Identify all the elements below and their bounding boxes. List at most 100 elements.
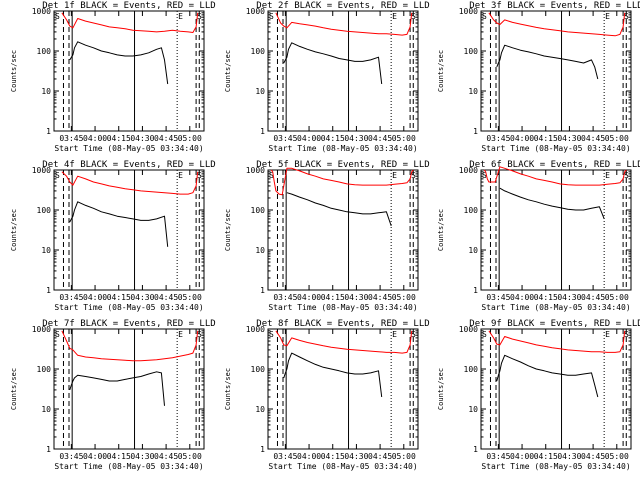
plot-frame: [267, 169, 419, 291]
x-tick-label: 04:45: [368, 134, 392, 143]
y-tick-label: 1000: [32, 325, 51, 334]
detector-panel-7: Det 7f BLACK = Events, RED = LLD 1 10 100 10…: [10, 319, 216, 471]
y-tick-label: 10: [468, 405, 478, 414]
plot-frame: [480, 10, 632, 132]
x-tick-label: 03:45: [273, 452, 297, 461]
start-marker-label: S: [55, 330, 60, 339]
y-axis-label: Counts/sec: [437, 368, 445, 410]
detector-panel-2: Det 2f BLACK = Events, RED = LLD 1 10 100 10…: [224, 1, 430, 153]
series-line-lld: [61, 171, 199, 195]
y-tick-label: 10: [468, 246, 478, 255]
panel-title: Det 4f BLACK = Events, RED = LLD: [42, 160, 215, 170]
x-tick-label: 04:00: [83, 293, 107, 302]
x-axis-label: Start Time (08-May-05 03:34:40): [481, 462, 630, 471]
panel-title: Det 5f BLACK = Events, RED = LLD: [256, 160, 429, 170]
detector-panel-1: Det 1f BLACK = Events, RED = LLD 1 10 100 10…: [10, 1, 216, 153]
x-tick-label: 04:45: [581, 293, 605, 302]
x-tick-label: 05:00: [392, 293, 416, 302]
saa-marker-label: S: [411, 330, 416, 339]
x-tick-label: 04:00: [297, 134, 321, 143]
x-tick-label: 04:45: [581, 452, 605, 461]
x-tick-label: 05:00: [605, 293, 629, 302]
saa-marker-label: S: [411, 171, 416, 180]
y-tick-label: 10: [255, 405, 265, 414]
x-tick-label: 04:30: [130, 293, 154, 302]
end-marker-label: E: [605, 171, 610, 180]
x-tick-label: 04:00: [510, 293, 534, 302]
end-marker-label: E: [392, 171, 397, 180]
end-marker-label: E: [178, 12, 183, 21]
x-tick-label: 04:00: [83, 452, 107, 461]
end-marker-label: E: [605, 330, 610, 339]
x-tick-label: 04:45: [154, 293, 178, 302]
x-axis-label: Start Time (08-May-05 03:34:40): [481, 303, 630, 312]
x-tick-label: 04:30: [557, 293, 581, 302]
series-line-lld: [488, 330, 626, 353]
y-axis-label: Counts/sec: [224, 50, 232, 92]
start-marker-label: S: [269, 12, 274, 21]
y-tick-label: 1: [46, 127, 51, 136]
detector-panel-8: Det 8f BLACK = Events, RED = LLD 1 10 100 10…: [224, 319, 430, 471]
x-tick-label: 05:00: [178, 293, 202, 302]
x-tick-label: 04:00: [297, 452, 321, 461]
y-tick-label: 1000: [459, 7, 478, 16]
series-line-lld: [275, 330, 413, 354]
x-tick-label: 04:15: [321, 134, 345, 143]
x-tick-label: 03:45: [486, 293, 510, 302]
detector-panel-3: Det 3f BLACK = Events, RED = LLD 1 10 100 10…: [437, 1, 640, 153]
y-tick-label: 10: [468, 87, 478, 96]
y-tick-label: 1: [260, 127, 265, 136]
saa-marker-label: S: [624, 171, 629, 180]
end-marker-label: E: [392, 12, 397, 21]
panel-title: Det 9f BLACK = Events, RED = LLD: [469, 319, 640, 329]
y-tick-label: 1000: [246, 7, 265, 16]
y-tick-label: 100: [37, 365, 52, 374]
y-axis-label: Counts/sec: [437, 50, 445, 92]
end-marker-label: E: [605, 12, 610, 21]
series-line-events: [499, 187, 605, 220]
y-tick-label: 1: [473, 445, 478, 454]
y-axis-label: Counts/sec: [437, 209, 445, 251]
x-tick-label: 04:30: [557, 134, 581, 143]
y-tick-label: 100: [464, 206, 479, 215]
series-line-events: [496, 354, 599, 398]
series-line-lld: [270, 167, 414, 196]
start-marker-label: S: [482, 171, 487, 180]
x-tick-label: 04:15: [107, 452, 131, 461]
x-tick-label: 04:00: [510, 452, 534, 461]
y-tick-label: 1: [46, 286, 51, 295]
saa-marker-label: S: [411, 12, 416, 21]
x-axis-label: Start Time (08-May-05 03:34:40): [481, 144, 630, 153]
y-tick-label: 1: [46, 445, 51, 454]
y-tick-label: 100: [464, 47, 479, 56]
x-axis-label: Start Time (08-May-05 03:34:40): [268, 462, 417, 471]
series-line-events: [283, 352, 383, 398]
panel-title: Det 7f BLACK = Events, RED = LLD: [42, 319, 215, 329]
y-tick-label: 1: [473, 286, 478, 295]
y-tick-label: 100: [37, 47, 52, 56]
x-tick-label: 04:15: [321, 293, 345, 302]
y-axis-label: Counts/sec: [224, 368, 232, 410]
x-axis-label: Start Time (08-May-05 03:34:40): [268, 144, 417, 153]
x-tick-label: 04:30: [130, 452, 154, 461]
x-tick-label: 04:45: [154, 452, 178, 461]
plot-frame: [480, 328, 632, 450]
series-line-events: [496, 44, 599, 80]
end-marker-label: E: [178, 330, 183, 339]
y-axis-label: Counts/sec: [10, 50, 18, 92]
series-line-events: [69, 201, 169, 247]
detector-panel-5: Det 5f BLACK = Events, RED = LLD 1 10 100 10…: [224, 160, 430, 312]
x-tick-label: 04:15: [107, 134, 131, 143]
series-line-lld: [488, 12, 626, 37]
start-marker-label: S: [269, 330, 274, 339]
x-tick-label: 04:15: [321, 452, 345, 461]
x-tick-label: 03:45: [273, 134, 297, 143]
detector-panel-6: Det 6f BLACK = Events, RED = LLD 1 10 100 10…: [437, 160, 640, 312]
x-tick-label: 03:45: [59, 134, 83, 143]
x-tick-label: 03:45: [273, 293, 297, 302]
start-marker-label: S: [55, 12, 60, 21]
x-tick-label: 03:45: [59, 452, 83, 461]
panel-title: Det 3f BLACK = Events, RED = LLD: [469, 1, 640, 11]
x-tick-label: 04:45: [154, 134, 178, 143]
